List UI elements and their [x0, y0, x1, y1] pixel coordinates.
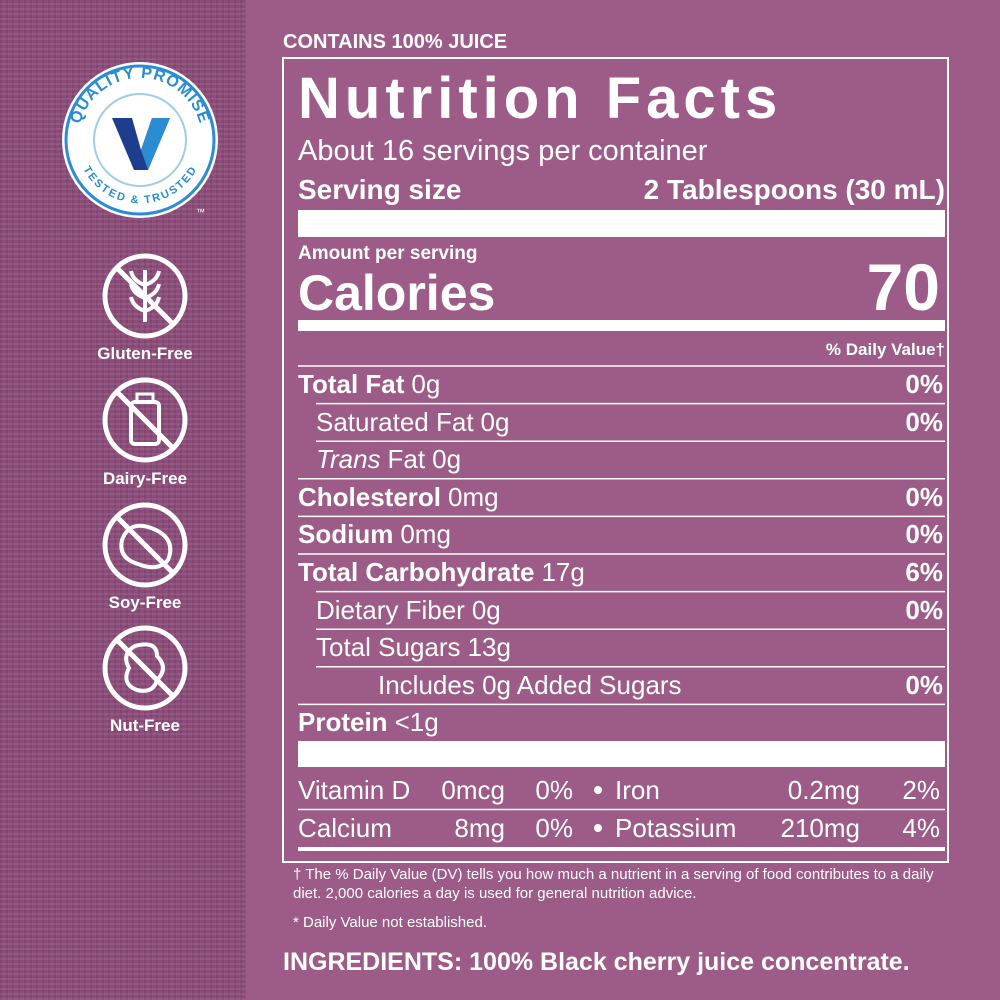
nutrient-name: Dietary Fiber	[316, 594, 465, 625]
allergen-label: Dairy-Free	[102, 469, 188, 488]
nutrient-amount: 0g	[432, 444, 462, 475]
nutrient-amount: 0g	[411, 369, 441, 399]
nutrient-row: Cholesterol 0mg 0%	[298, 484, 943, 510]
nutrient-amount: 0g	[480, 406, 510, 437]
vitamin-amount: 0mcg	[441, 775, 505, 805]
nutrient-name: Total Sugars	[316, 632, 461, 663]
nutrient-name-group: Protein <1g	[298, 709, 439, 735]
nutrient-name-group: Total Fat 0g	[298, 371, 440, 397]
nutrient-amount: 13g	[467, 632, 511, 663]
nutrient-row: Saturated Fat 0g 0%	[298, 409, 943, 435]
nutrient-amount: 17g	[541, 557, 585, 587]
allergen-label: Gluten-Free	[97, 344, 193, 363]
quality-badge: QUALITY PROMISE TESTED & TRUSTED ™	[62, 62, 218, 218]
nutrient-name: Protein	[298, 707, 388, 738]
serving-size: 2 Tablespoons (30 mL)	[643, 174, 945, 205]
nutrient-name: Saturated Fat	[316, 406, 474, 437]
vitamin-amount: 8mg	[454, 812, 505, 843]
nutrient-row: Trans Fat 0g	[298, 446, 943, 472]
nutrient-name: Cholesterol	[298, 481, 442, 512]
vitamin-name: Calcium	[298, 812, 392, 843]
amount-per-serving: Amount per serving	[298, 243, 478, 264]
nutrient-row: Total Sugars 13g	[298, 634, 943, 660]
nutrient-name-group: Saturated Fat 0g	[298, 409, 509, 435]
calories-value: 70	[866, 250, 940, 324]
vitamin-dv: 4%	[902, 812, 940, 843]
vitamin-dv: 0%	[535, 775, 573, 805]
dv-header: % Daily Value†	[825, 340, 945, 359]
nutrient-dv: 0%	[905, 369, 943, 399]
vitamin-name: Vitamin D	[298, 775, 411, 805]
allergen-label: Nut-Free	[110, 716, 180, 735]
serving-size-label: Serving size	[298, 174, 462, 205]
allergen-label: Soy-Free	[108, 593, 182, 612]
nutrient-name-group: Sodium 0mg	[298, 521, 451, 547]
vitamin-amount: 210mg	[780, 812, 861, 843]
nutrient-dv: 0%	[905, 594, 943, 625]
label-bars	[298, 210, 945, 851]
bullet	[594, 823, 602, 832]
bullet	[594, 786, 602, 794]
nutrient-name-group: Dietary Fiber 0g	[298, 597, 501, 623]
vitamin-dv: 0%	[535, 812, 573, 843]
nutrient-dv: 0%	[905, 519, 943, 550]
tagline: CONTAINS 100% JUICE	[283, 31, 508, 53]
nutrient-row: Includes 0g Added Sugars 0%	[298, 672, 943, 698]
nutrient-amount: 0mg	[448, 481, 499, 512]
nutrient-row: Total Carbohydrate 17g 6%	[298, 559, 943, 585]
nutrient-row: Dietary Fiber 0g 0%	[298, 597, 943, 623]
ingredients-text: 100% Black cherry juice concentrate.	[469, 948, 910, 976]
nutrient-row: Total Fat 0g 0%	[298, 371, 943, 397]
nutrient-dv: 0%	[905, 406, 943, 437]
ingredients: INGREDIENTS: 100% Black cherry juice con…	[283, 950, 910, 975]
nutrient-dv: 0%	[905, 481, 943, 512]
vitamin-amount: 0.2mg	[787, 775, 860, 805]
ingredients-label: INGREDIENTS:	[283, 948, 463, 976]
nutrient-name-group: Trans Fat 0g	[298, 446, 461, 472]
label-title: Nutrition Facts	[298, 66, 783, 131]
footnote: * Daily Value not established.	[293, 914, 488, 931]
calories-label: Calories	[298, 265, 496, 321]
nutrient-name-group: Cholesterol 0mg	[298, 484, 499, 510]
servings: About 16 servings per container	[298, 135, 708, 167]
nutrient-row: Sodium 0mg 0%	[298, 521, 943, 547]
label-border	[282, 57, 949, 863]
nutrient-dv: 0%	[905, 669, 943, 700]
nutrient-name: Fat	[387, 444, 426, 475]
nutrient-dv: 6%	[905, 557, 943, 587]
nutrient-name: Total Carbohydrate	[298, 557, 535, 587]
nutrient-amount: <1g	[394, 707, 439, 738]
allergen-icons	[102, 253, 188, 711]
row-rules	[298, 365, 945, 811]
nutrient-amount: 0mg	[400, 519, 451, 550]
trademark: ™	[196, 207, 205, 217]
footnote: † The % Daily Value (DV) tells you how m…	[293, 866, 934, 902]
nutrient-name-group: Includes 0g Added Sugars	[298, 672, 682, 698]
nutrient-name: Includes 0g Added Sugars	[378, 669, 682, 700]
nutrient-row: Protein <1g	[298, 709, 943, 735]
nutrient-name-italic: Trans	[316, 444, 381, 475]
nutrient-name-group: Total Sugars 13g	[298, 634, 511, 660]
nutrient-amount: 0g	[471, 594, 501, 625]
nutrient-name: Total Fat	[298, 369, 405, 399]
nutrient-name-group: Total Carbohydrate 17g	[298, 559, 585, 585]
vitamin-name: Potassium	[615, 812, 737, 843]
nutrient-name: Sodium	[298, 519, 394, 550]
vitamin-dv: 2%	[902, 775, 940, 805]
vitamin-name: Iron	[615, 775, 660, 805]
